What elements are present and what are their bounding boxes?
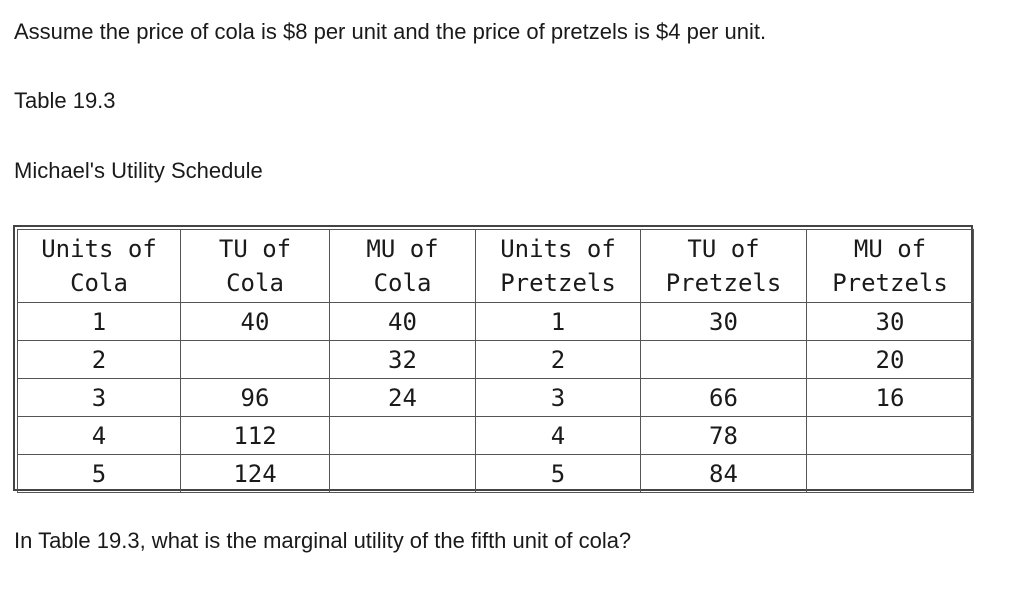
cell-mu-pretzels: 20: [806, 340, 974, 379]
table-title: Michael's Utility Schedule: [14, 158, 263, 183]
cell-tu-pretzels: 30: [640, 302, 807, 341]
cell-mu-cola: 24: [329, 378, 476, 417]
question-text: In Table 19.3, what is the marginal util…: [14, 528, 632, 553]
cell-units-cola: 4: [17, 416, 181, 455]
header-tu-of-pretzels: TU of Pretzels: [640, 229, 807, 303]
cell-mu-cola: 32: [329, 340, 476, 379]
cell-units-pretzels: 2: [475, 340, 641, 379]
cell-units-pretzels: 1: [475, 302, 641, 341]
cell-units-pretzels: 4: [475, 416, 641, 455]
cell-units-pretzels: 3: [475, 378, 641, 417]
cell-units-pretzels: 5: [475, 454, 641, 493]
header-tu-of-cola: TU of Cola: [180, 229, 330, 303]
table-row: 2 32 2 20: [17, 340, 974, 379]
cell-tu-cola: 96: [180, 378, 330, 417]
cell-mu-pretzels: 30: [806, 302, 974, 341]
table-row: 3 96 24 3 66 16: [17, 378, 974, 417]
table-row: 4 112 4 78: [17, 416, 974, 455]
cell-tu-pretzels: 84: [640, 454, 807, 493]
intro-text: Assume the price of cola is $8 per unit …: [14, 19, 767, 44]
cell-mu-pretzels: [806, 454, 974, 493]
utility-schedule-table: Units of Cola TU of Cola MU of Cola Units o…: [17, 229, 974, 493]
cell-units-cola: 3: [17, 378, 181, 417]
cell-units-cola: 1: [17, 302, 181, 341]
cell-tu-pretzels: [640, 340, 807, 379]
cell-units-cola: 5: [17, 454, 181, 493]
cell-mu-pretzels: 16: [806, 378, 974, 417]
table-header-row: Units of Cola TU of Cola MU of Cola Units o…: [17, 229, 974, 303]
cell-tu-pretzels: 78: [640, 416, 807, 455]
cell-mu-cola: [329, 454, 476, 493]
utility-table-frame: Units of Cola TU of Cola MU of Cola Units o…: [13, 225, 974, 493]
cell-mu-pretzels: [806, 416, 974, 455]
cell-tu-cola: 112: [180, 416, 330, 455]
cell-tu-pretzels: 66: [640, 378, 807, 417]
cell-units-cola: 2: [17, 340, 181, 379]
cell-mu-cola: 40: [329, 302, 476, 341]
cell-tu-cola: [180, 340, 330, 379]
cell-tu-cola: 40: [180, 302, 330, 341]
cell-tu-cola: 124: [180, 454, 330, 493]
header-units-of-pretzels: Units of Pretzels: [475, 229, 641, 303]
table-row: 1 40 40 1 30 30: [17, 302, 974, 341]
table-caption: Table 19.3: [14, 88, 116, 113]
header-mu-of-cola: MU of Cola: [329, 229, 476, 303]
header-mu-of-pretzels: MU of Pretzels: [806, 229, 974, 303]
table-row: 5 124 5 84: [17, 454, 974, 493]
header-units-of-cola: Units of Cola: [17, 229, 181, 303]
cell-mu-cola: [329, 416, 476, 455]
